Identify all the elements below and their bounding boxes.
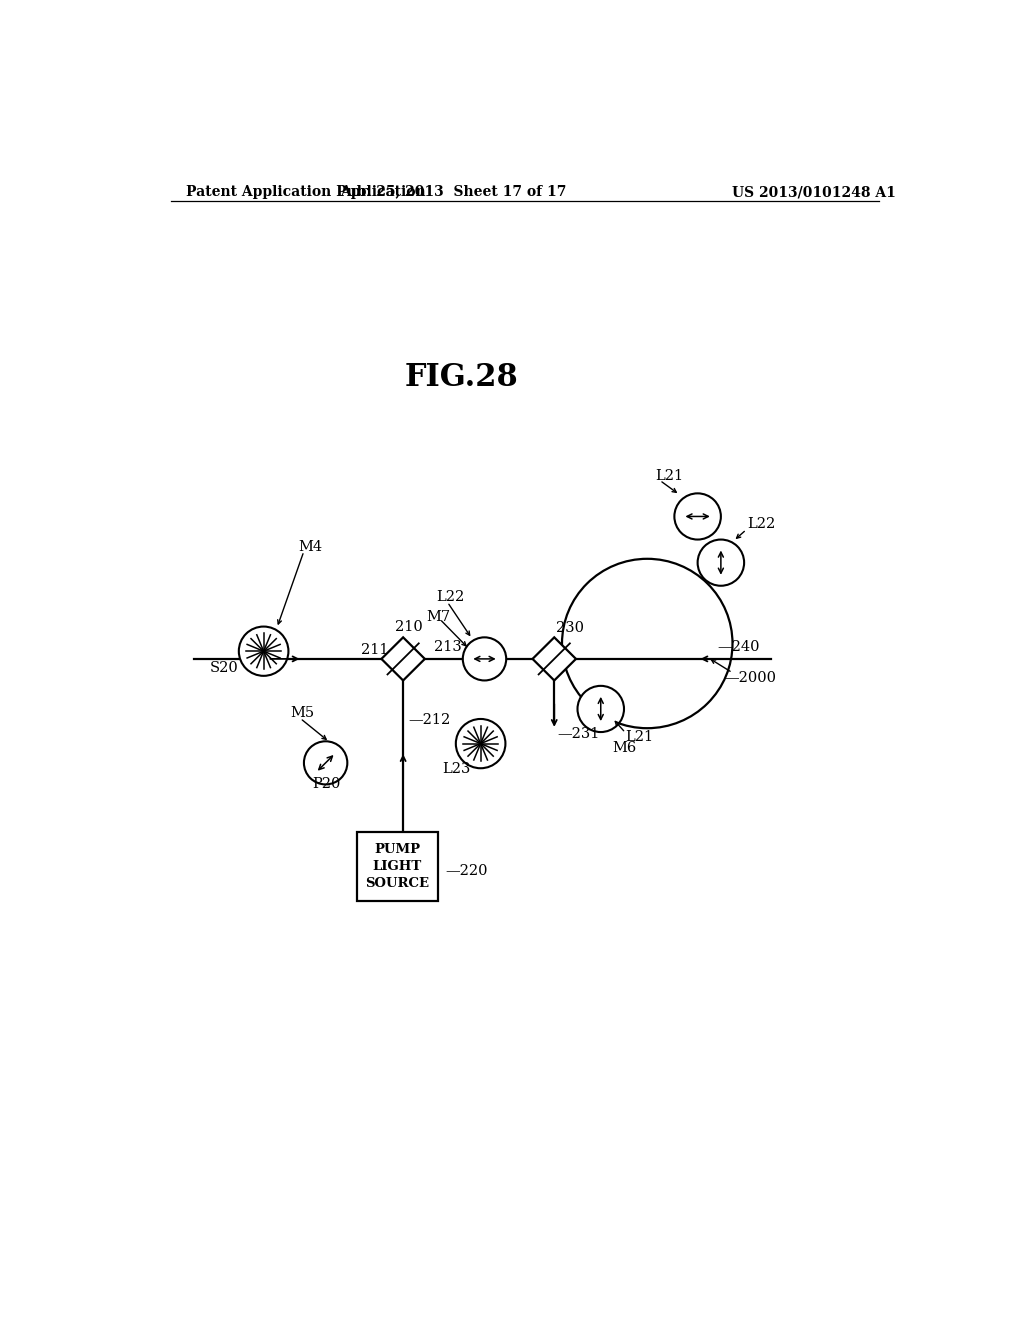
Text: 213: 213 xyxy=(434,640,462,655)
Text: —220: —220 xyxy=(445,863,488,878)
Text: M5: M5 xyxy=(291,706,314,719)
Text: Patent Application Publication: Patent Application Publication xyxy=(186,185,426,199)
Circle shape xyxy=(578,686,624,733)
Text: M4: M4 xyxy=(299,540,323,554)
Polygon shape xyxy=(381,638,425,681)
Text: US 2013/0101248 A1: US 2013/0101248 A1 xyxy=(732,185,896,199)
Text: P20: P20 xyxy=(312,776,341,791)
Text: L21: L21 xyxy=(655,469,683,483)
Text: —231: —231 xyxy=(557,727,600,742)
Text: L23: L23 xyxy=(442,762,470,776)
Circle shape xyxy=(463,638,506,681)
Polygon shape xyxy=(532,638,575,681)
Circle shape xyxy=(456,719,506,768)
Text: 230: 230 xyxy=(556,622,584,635)
Text: —2000: —2000 xyxy=(725,671,777,685)
Circle shape xyxy=(697,540,744,586)
Text: Apr. 25, 2013  Sheet 17 of 17: Apr. 25, 2013 Sheet 17 of 17 xyxy=(340,185,566,199)
Text: —240: —240 xyxy=(717,640,760,655)
Text: S20: S20 xyxy=(209,661,239,675)
Circle shape xyxy=(304,742,347,784)
Circle shape xyxy=(239,627,289,676)
Text: M7: M7 xyxy=(426,610,451,623)
Text: PUMP
LIGHT
SOURCE: PUMP LIGHT SOURCE xyxy=(366,843,429,890)
Circle shape xyxy=(675,494,721,540)
Text: L21: L21 xyxy=(626,730,653,744)
Text: 210: 210 xyxy=(395,619,423,634)
Text: M6: M6 xyxy=(612,742,637,755)
Text: FIG.28: FIG.28 xyxy=(404,363,518,393)
Text: —212: —212 xyxy=(409,714,451,727)
Text: 211: 211 xyxy=(360,643,388,656)
Bar xyxy=(356,832,438,902)
Text: L22: L22 xyxy=(748,517,775,531)
Text: L22: L22 xyxy=(436,590,465,605)
